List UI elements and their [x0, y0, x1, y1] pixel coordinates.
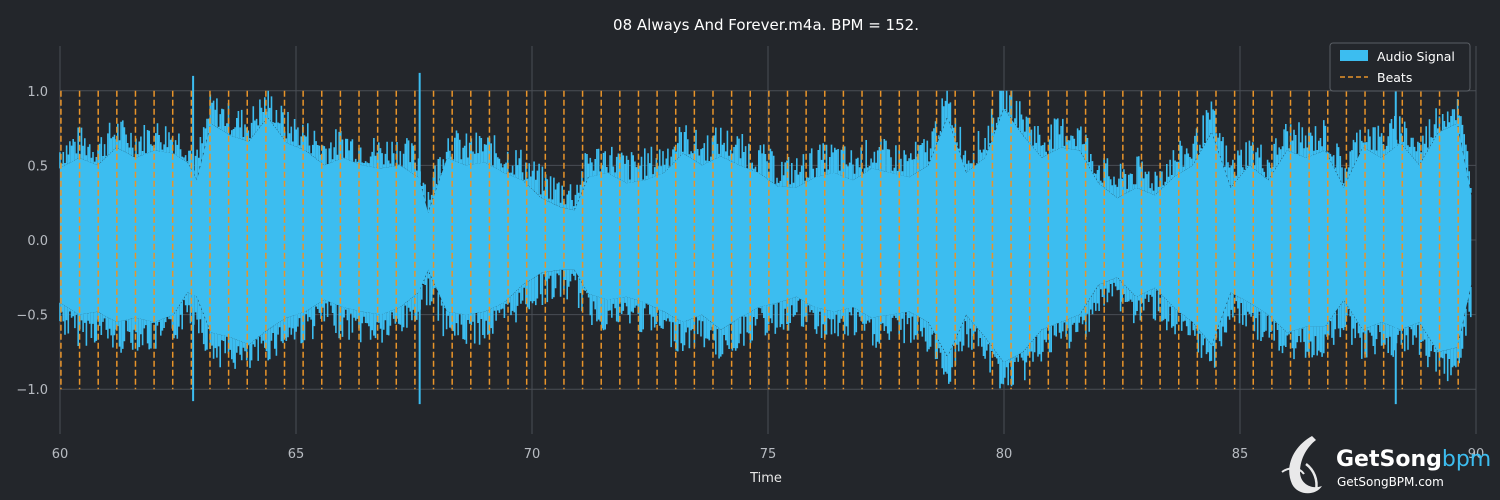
- y-tick-label: 0.5: [27, 159, 48, 174]
- y-tick-label: −1.0: [16, 383, 48, 398]
- x-tick-label: 75: [760, 447, 777, 462]
- legend: Audio Signal Beats: [1329, 42, 1471, 92]
- legend-label-beats: Beats: [1377, 70, 1412, 85]
- legend-swatch-audio-signal: [1340, 50, 1368, 61]
- y-tick-label: 0.0: [27, 234, 48, 249]
- x-axis: 60 65 70 75 80 85 90: [52, 447, 1485, 462]
- legend-label-audio-signal: Audio Signal: [1377, 49, 1455, 64]
- getsongbpm-watermark: GetSongbpm GetSongBPM.com: [1281, 436, 1491, 494]
- audio-signal-envelope: [60, 108, 1472, 363]
- y-tick-label: 1.0: [27, 85, 48, 100]
- x-tick-label: 90: [1468, 447, 1485, 462]
- y-axis: 1.0 0.5 0.0 −0.5 −1.0: [16, 85, 48, 398]
- x-tick-label: 70: [524, 447, 541, 462]
- x-tick-label: 80: [996, 447, 1013, 462]
- watermark-brand: GetSongbpm: [1336, 447, 1491, 472]
- watermark-brand-accent: bpm: [1442, 447, 1491, 472]
- y-tick-label: −0.5: [16, 309, 48, 324]
- x-tick-label: 60: [52, 447, 69, 462]
- x-tick-label: 65: [288, 447, 305, 462]
- getsongbpm-logo-icon: [1281, 436, 1322, 494]
- x-axis-label: Time: [749, 471, 782, 486]
- beats-series: [60, 90, 1459, 390]
- audio-signal-series: [59, 72, 1472, 405]
- watermark-brand-main: GetSong: [1336, 447, 1442, 472]
- audio-signal-texture: [59, 90, 1472, 389]
- watermark-url: GetSongBPM.com: [1337, 475, 1444, 489]
- chart-title: 08 Always And Forever.m4a. BPM = 152.: [613, 16, 919, 34]
- x-tick-label: 85: [1232, 447, 1249, 462]
